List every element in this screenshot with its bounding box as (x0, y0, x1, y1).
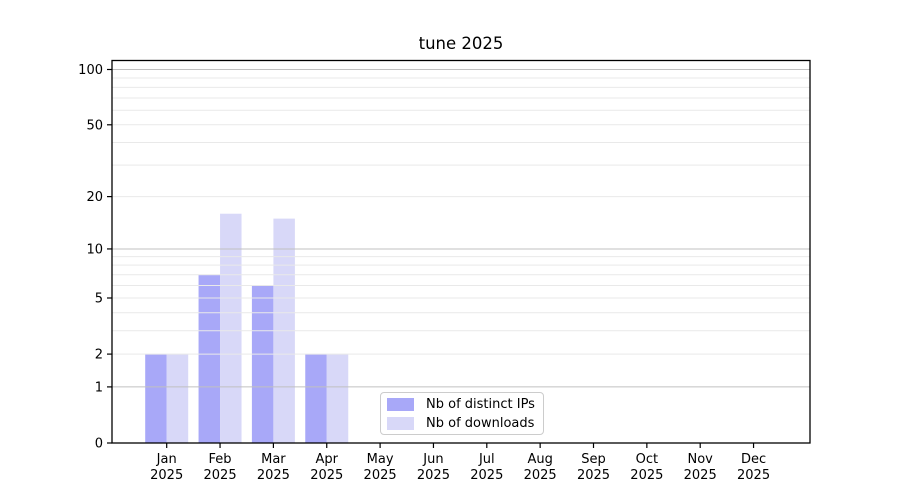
legend-label-distinct-ips: Nb of distinct IPs (426, 396, 535, 412)
y-tick-label: 5 (95, 291, 103, 306)
x-tick-label-month: Feb (209, 452, 232, 467)
bar-distinct-ips (198, 274, 221, 443)
legend: Nb of distinct IPs Nb of downloads (380, 392, 544, 435)
y-tick-label: 20 (86, 190, 103, 205)
y-tick-label: 1 (95, 380, 103, 395)
x-tick-label-month: Jun (422, 452, 443, 467)
x-tick-label-month: Sep (581, 452, 606, 467)
bar-downloads (326, 354, 349, 443)
x-tick-label-year: 2025 (524, 468, 557, 483)
legend-item-downloads: Nb of downloads (387, 415, 535, 431)
bar-distinct-ips (145, 354, 167, 443)
x-tick-label-month: Jan (156, 452, 177, 467)
x-tick-label-year: 2025 (150, 468, 183, 483)
x-tick-label-month: Dec (741, 452, 766, 467)
legend-swatch-downloads (387, 416, 414, 430)
bar-distinct-ips (305, 354, 327, 443)
x-tick-label-month: Aug (527, 452, 552, 467)
bar-downloads (166, 354, 189, 443)
x-tick-label-year: 2025 (204, 468, 237, 483)
x-tick-label-year: 2025 (737, 468, 770, 483)
chart-title: tune 2025 (418, 34, 504, 53)
x-tick-label-year: 2025 (630, 468, 663, 483)
x-tick-label-month: May (367, 452, 394, 467)
x-tick-label-month: Nov (688, 452, 714, 467)
bar-distinct-ips (251, 285, 274, 443)
x-tick-label-year: 2025 (364, 468, 397, 483)
plot-border (111, 59, 811, 444)
x-tick-label-year: 2025 (310, 468, 343, 483)
legend-item-distinct-ips: Nb of distinct IPs (387, 396, 535, 412)
x-tick-label-year: 2025 (470, 468, 503, 483)
legend-label-downloads: Nb of downloads (426, 415, 535, 431)
y-tick-label: 0 (95, 437, 103, 452)
x-tick-label-year: 2025 (577, 468, 610, 483)
y-tick-label: 100 (78, 63, 103, 78)
x-tick-label-month: Apr (316, 452, 339, 467)
x-tick-label-month: Mar (261, 452, 286, 467)
y-tick-label: 50 (86, 118, 103, 133)
x-tick-label-year: 2025 (684, 468, 717, 483)
bar-downloads (220, 213, 242, 443)
x-tick-label-month: Oct (636, 452, 658, 467)
x-tick-label-year: 2025 (257, 468, 290, 483)
x-tick-label-month: Jul (478, 452, 495, 467)
legend-swatch-distinct-ips (387, 397, 414, 411)
y-tick-label: 2 (95, 348, 103, 363)
y-tick-label: 10 (86, 242, 103, 257)
x-tick-label-year: 2025 (417, 468, 450, 483)
